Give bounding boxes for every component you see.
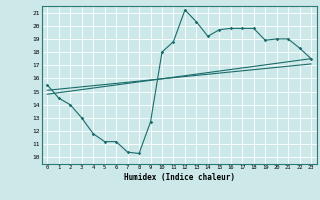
X-axis label: Humidex (Indice chaleur): Humidex (Indice chaleur) bbox=[124, 173, 235, 182]
